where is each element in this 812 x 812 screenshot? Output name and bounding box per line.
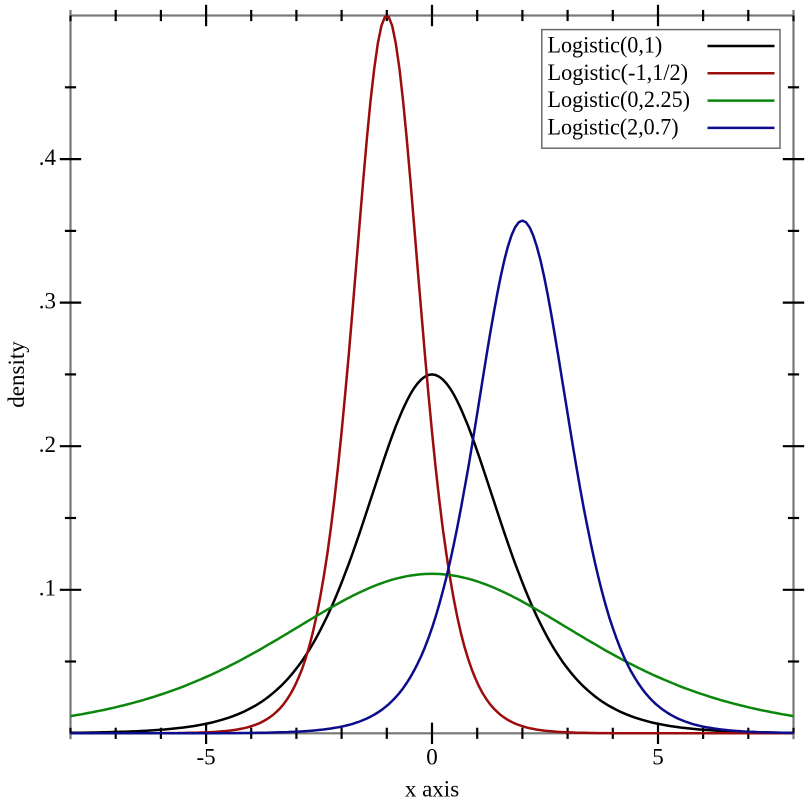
svg-text:x axis: x axis — [405, 777, 459, 802]
svg-text:0: 0 — [426, 744, 438, 769]
svg-text:density: density — [4, 341, 29, 408]
svg-text:.2: .2 — [39, 432, 56, 457]
svg-text:Logistic(0,2.25): Logistic(0,2.25) — [548, 87, 691, 112]
svg-text:5: 5 — [652, 744, 664, 769]
svg-text:.4: .4 — [39, 145, 57, 170]
svg-text:Logistic(2,0.7): Logistic(2,0.7) — [548, 114, 679, 139]
svg-text:.1: .1 — [39, 576, 56, 601]
svg-text:Logistic(-1,1/2): Logistic(-1,1/2) — [548, 60, 689, 85]
svg-text:.3: .3 — [39, 288, 56, 313]
svg-text:Logistic(0,1): Logistic(0,1) — [548, 33, 663, 58]
svg-text:-5: -5 — [197, 744, 216, 769]
